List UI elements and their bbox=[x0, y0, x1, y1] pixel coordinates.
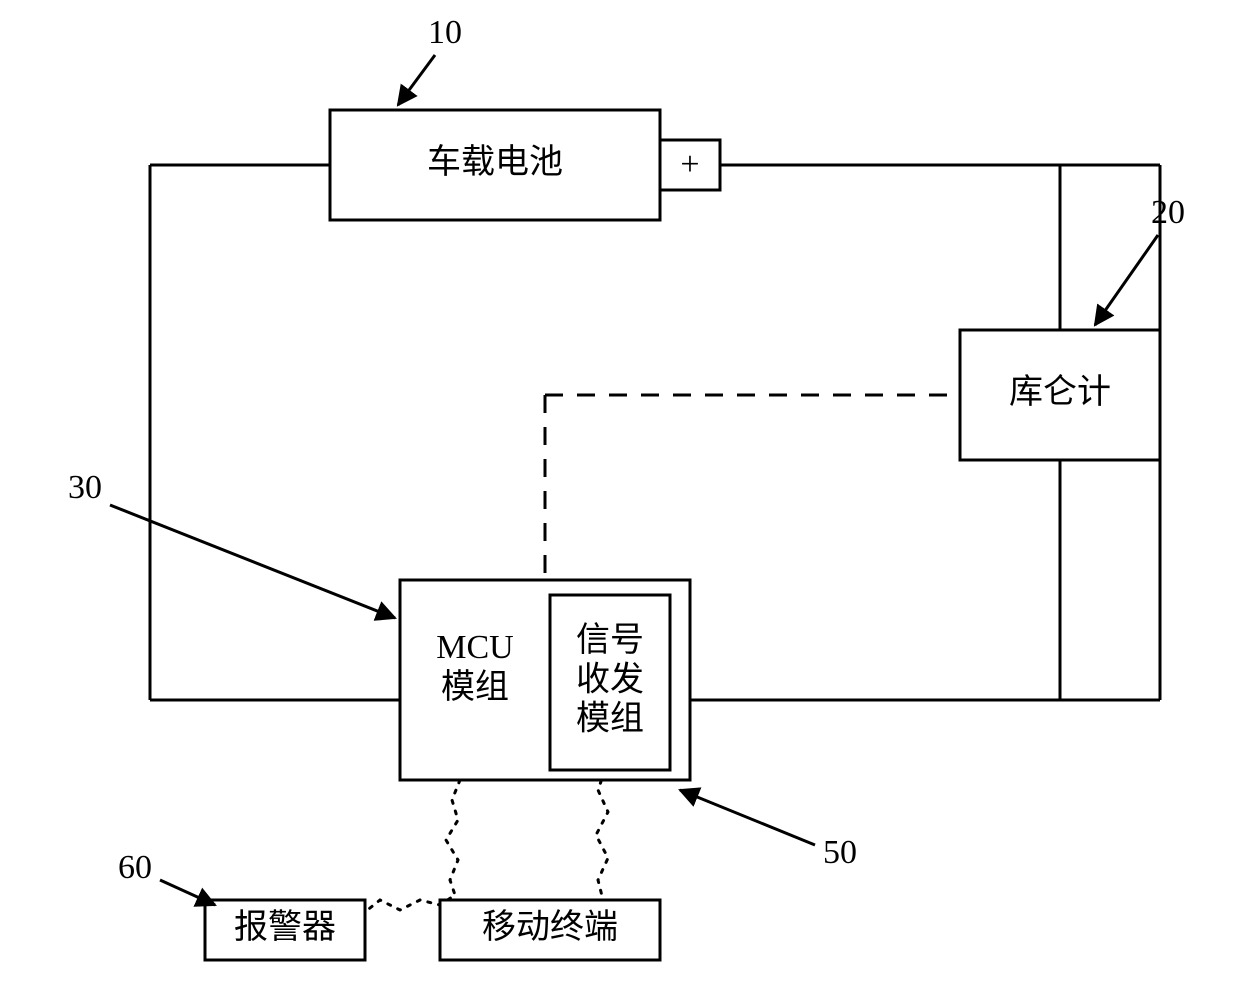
ref-20-label: 20 bbox=[1151, 194, 1185, 231]
transceiver-label: 收发 bbox=[576, 660, 644, 698]
ref-20-arrow bbox=[1095, 235, 1158, 325]
ref-30-arrow bbox=[110, 505, 395, 618]
terminal-box-label: 移动终端 bbox=[482, 908, 618, 946]
ref-30-label: 30 bbox=[68, 469, 102, 506]
ref-60-label: 60 bbox=[118, 849, 152, 886]
transceiver-label: 信号 bbox=[576, 621, 644, 659]
mcu-label: 模组 bbox=[441, 668, 509, 706]
alarm-box-label: 报警器 bbox=[234, 908, 336, 946]
ref-60-arrow bbox=[160, 880, 215, 905]
transceiver-label: 模组 bbox=[576, 699, 644, 737]
battery-plus-label: + bbox=[680, 146, 699, 183]
ref-10-arrow bbox=[398, 55, 435, 105]
coulomb-box-label: 库仑计 bbox=[1009, 373, 1111, 411]
wire-dotted-alarm bbox=[365, 780, 460, 912]
ref-50-label: 50 bbox=[823, 834, 857, 871]
battery-box-label: 车载电池 bbox=[427, 143, 563, 181]
ref-50-arrow bbox=[680, 790, 815, 845]
ref-10-label: 10 bbox=[428, 14, 462, 51]
wire-dotted-terminal bbox=[596, 770, 608, 900]
mcu-label: MCU bbox=[436, 629, 513, 666]
